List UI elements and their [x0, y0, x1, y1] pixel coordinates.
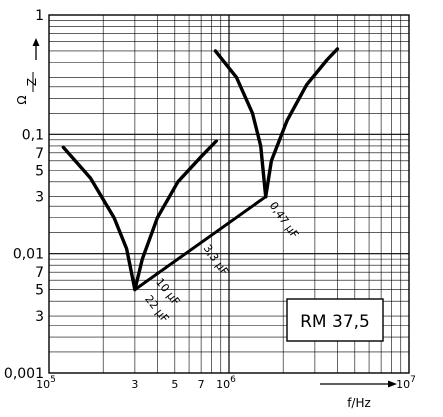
y-tick-label: 0,1	[22, 127, 44, 143]
x-tick-labels: 105 3 5 7 106 107	[36, 375, 416, 391]
x-tick-label: 105	[36, 375, 56, 391]
y-tick-label: 3	[35, 190, 44, 206]
x-axis-label: f/Hz	[320, 380, 397, 410]
curve-10-F	[61, 145, 137, 292]
y-tick-label: 7	[35, 146, 44, 162]
y-tick-label: 1	[35, 8, 44, 24]
x-tick-label: 107	[396, 375, 416, 391]
plot-frame	[48, 14, 410, 374]
x-axis-label-text: f/Hz	[347, 396, 371, 410]
y-axis-label-denominator: Ω	[15, 95, 29, 104]
curve-3-3-F	[133, 195, 268, 292]
y-tick-label: 0,01	[13, 247, 44, 263]
x-axis-arrow-head	[388, 380, 397, 388]
y-axis-label-numerator: Z	[25, 78, 39, 86]
y-axis-label: Z Ω	[15, 38, 40, 105]
label-0_47uF: 0,47 µF	[267, 199, 301, 240]
y-axis-arrow-head	[32, 38, 40, 46]
impedance-curves	[61, 47, 340, 292]
y-tick-label: 3	[35, 309, 44, 325]
y-tick-label: 0,001	[4, 366, 44, 382]
y-tick-label: 7	[35, 265, 44, 281]
major-gridlines	[49, 15, 409, 373]
series-box-frame	[286, 298, 384, 342]
y-tick-label: 5	[35, 283, 44, 299]
y-tick-label: 5	[35, 163, 44, 179]
series-box-label: RM 37,5	[300, 312, 370, 332]
curve-22-F	[133, 139, 218, 292]
curve-tail	[264, 47, 340, 199]
series-box: RM 37,5	[286, 298, 384, 342]
x-tick-label: 106	[216, 375, 236, 391]
curve-0-47-F	[213, 49, 268, 199]
x-tick-label: 5	[171, 378, 178, 391]
x-tick-label: 7	[198, 378, 205, 391]
x-tick-label: 3	[131, 378, 138, 391]
